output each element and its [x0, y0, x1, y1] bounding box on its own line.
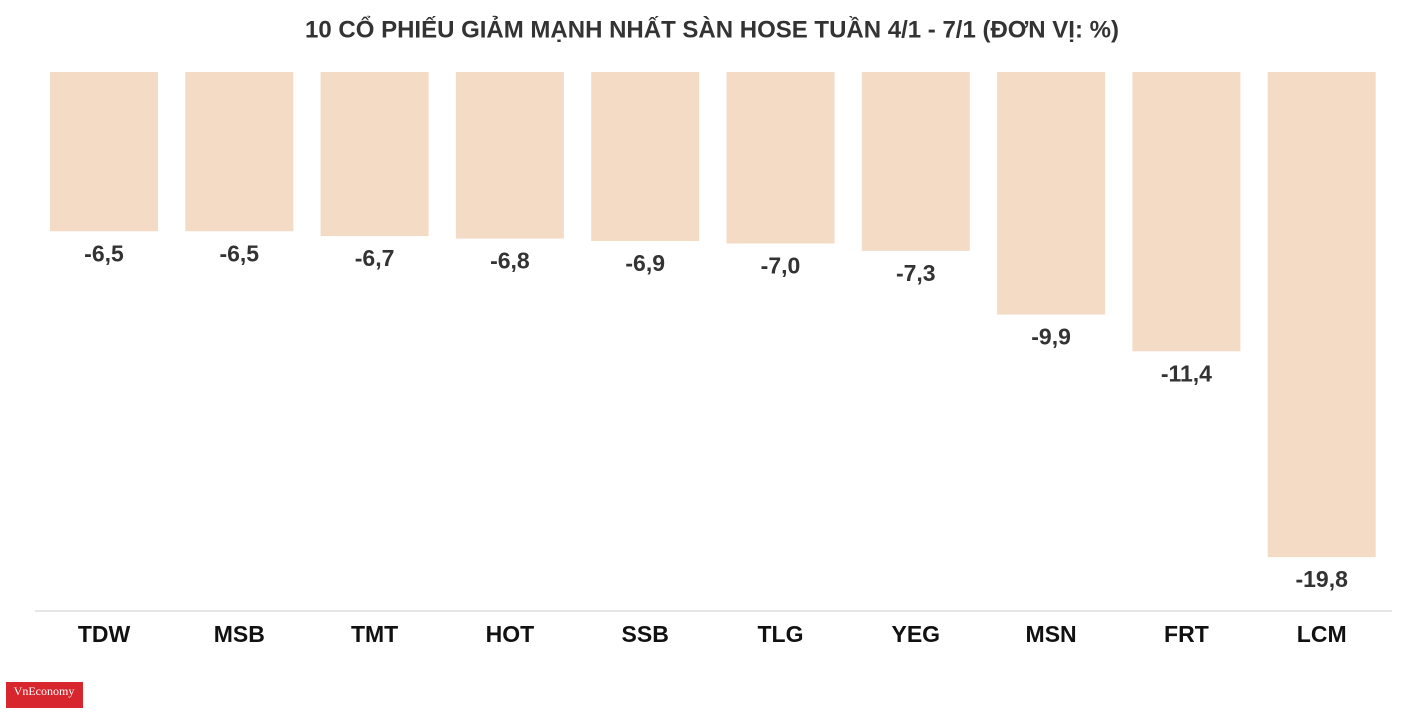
logo-box	[6, 682, 83, 708]
value-label: -6,5	[219, 240, 259, 266]
value-label: -6,8	[490, 248, 530, 274]
bar	[861, 72, 970, 251]
bar	[726, 72, 835, 244]
chart-title: 10 CỔ PHIẾU GIẢM MẠNH NHẤT SÀN HOSE TUẦN…	[305, 14, 1119, 43]
bar	[997, 72, 1106, 315]
value-label: -6,5	[84, 240, 124, 266]
x-tick-label: HOT	[486, 621, 535, 647]
x-tick-label: TLG	[758, 621, 804, 647]
bar	[591, 72, 700, 242]
x-tick-label: TDW	[78, 621, 131, 647]
bar	[50, 72, 158, 232]
logo: VnEconomy	[14, 684, 75, 698]
value-label: -19,8	[1295, 566, 1348, 592]
x-tick-label: LCM	[1297, 621, 1347, 647]
value-label: -6,9	[625, 250, 665, 276]
value-label: -6,7	[355, 245, 395, 271]
x-tick-label: FRT	[1164, 621, 1209, 647]
bar	[455, 72, 564, 239]
bar	[320, 72, 429, 237]
value-label: -9,9	[1031, 324, 1071, 350]
x-tick-label: MSN	[1026, 621, 1077, 647]
value-label: -7,3	[896, 260, 936, 286]
bar	[1267, 72, 1376, 558]
x-tick-label: YEG	[892, 621, 941, 647]
value-label: -11,4	[1161, 360, 1212, 386]
x-tick-label: TMT	[351, 621, 398, 647]
bar	[185, 72, 294, 232]
value-label: -7,0	[761, 253, 801, 279]
x-tick-label: MSB	[214, 621, 265, 647]
x-tick-label: SSB	[622, 621, 669, 647]
bar	[1132, 72, 1241, 352]
